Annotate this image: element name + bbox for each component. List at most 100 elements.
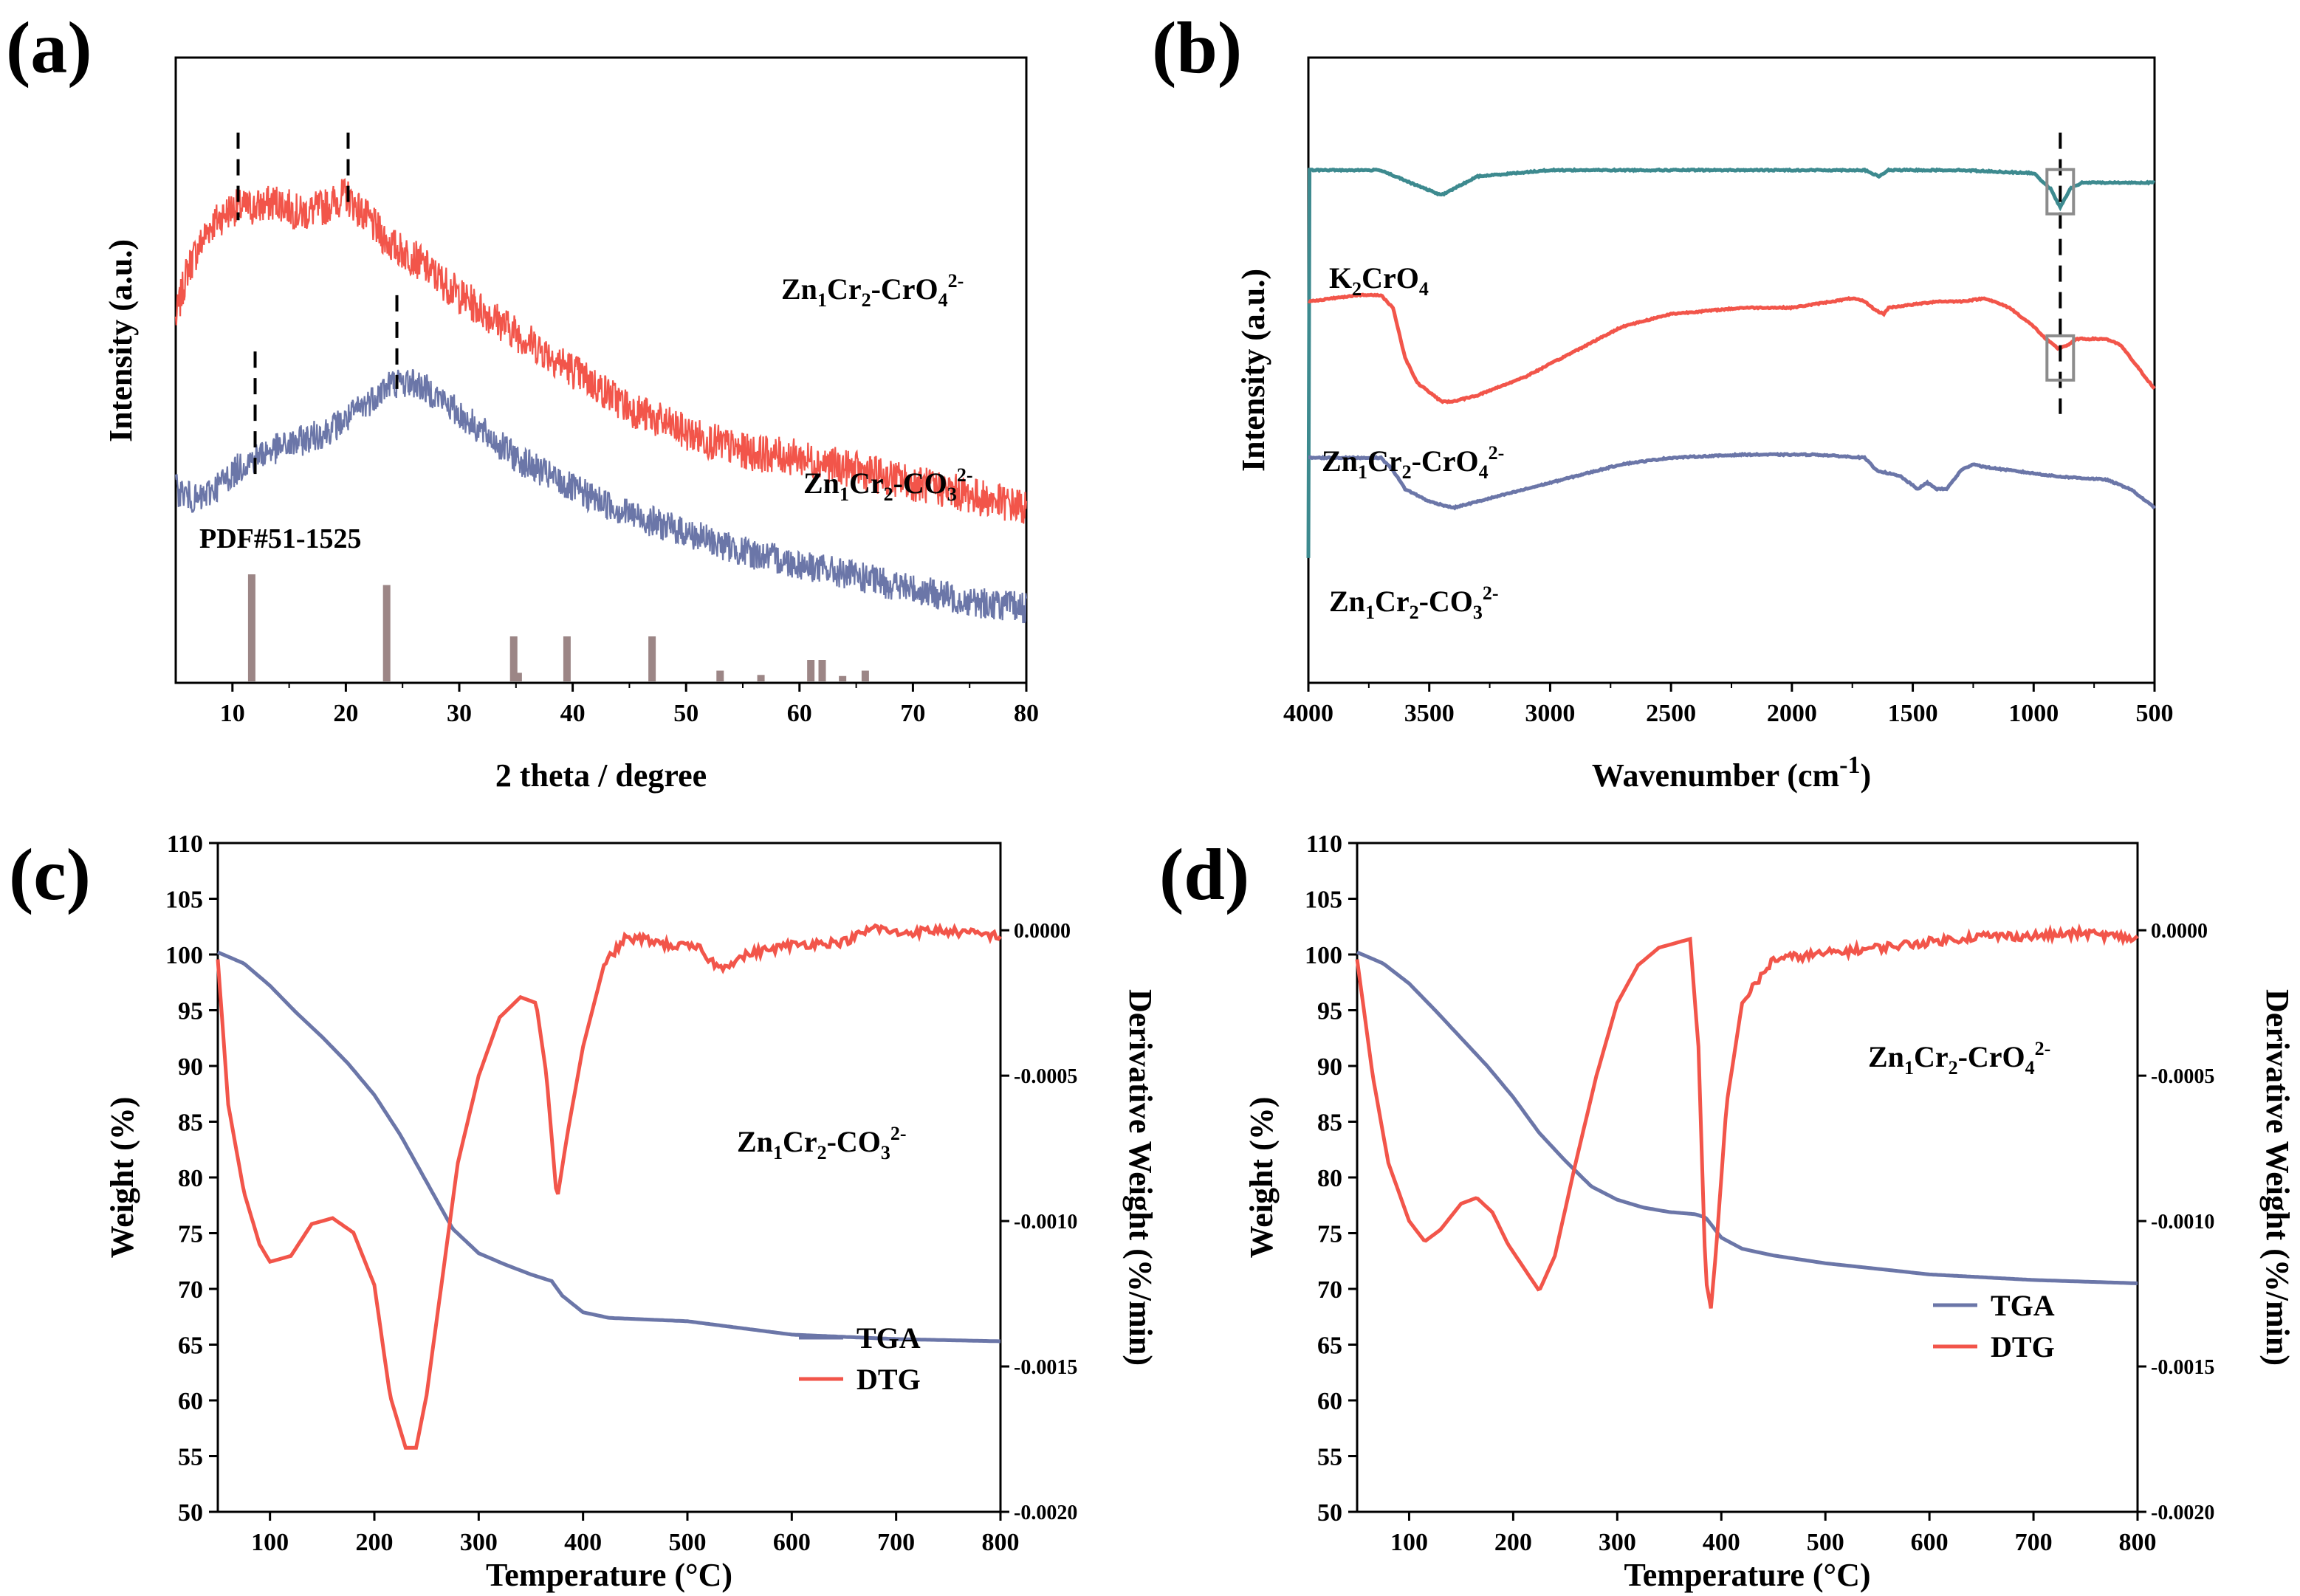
y2-tick-label-d: -0.0010 [2151, 1211, 2214, 1234]
y-tick-label-c: 110 [167, 830, 203, 858]
formula-part: 1 [773, 1142, 783, 1163]
series-label-b-cro4: Zn1Cr2-CrO42- [1322, 442, 1504, 483]
panel-label-b: (b) [1152, 7, 1242, 89]
formula-part: 2- [890, 1123, 907, 1144]
series-annotation-d: Zn1Cr2-CrO42- [1868, 1038, 2050, 1079]
x-tick-label-a: 30 [447, 700, 472, 727]
x-tick-label-b: 3500 [1404, 700, 1455, 727]
panel-label-c: (c) [9, 833, 91, 915]
formula-part: -CO [1419, 585, 1473, 618]
y-tick-label-d: 110 [1306, 830, 1342, 858]
series-label-a-co3: Zn1Cr2-CO32- [803, 464, 973, 505]
formula-part: 4 [1479, 461, 1489, 483]
y-tick-label-d: 85 [1317, 1110, 1342, 1137]
formula-part: 3 [947, 484, 957, 505]
x-tick-label-a: 50 [673, 700, 698, 727]
y2-tick-label-d: -0.0005 [2151, 1065, 2214, 1088]
x-tick-label-b: 1000 [2008, 700, 2059, 727]
x-tick-label-d: 700 [2015, 1529, 2053, 1556]
panel-c: (c) 100 200 300 400 500 600 700 800 50 55 60 65 70 75 8… [9, 830, 1158, 1593]
formula-part: CrO [1362, 261, 1419, 295]
y-tick-label-c: 55 [178, 1444, 203, 1471]
series-line-b-k2cro4 [1306, 167, 2156, 558]
x-tick-label-d: 600 [1911, 1529, 1949, 1556]
y-tick-label-c: 95 [178, 998, 203, 1025]
y2-tick-label-d: 0.0000 [2151, 920, 2208, 943]
x-axis-label-c: Temperature (°C) [486, 1557, 732, 1593]
y-tick-label-d: 105 [1305, 887, 1342, 914]
formula-part: Zn [1868, 1040, 1904, 1073]
reference-peak-bar [247, 574, 255, 681]
x-axis-label-b-main: Wavenumber (cm [1592, 757, 1839, 794]
reference-peak-bar [716, 670, 724, 681]
series-annotation-c: Zn1Cr2-CO32- [737, 1123, 907, 1163]
y-tick-label-c: 100 [165, 942, 203, 969]
panel-label-a: (a) [6, 7, 92, 89]
panel-d: (d) 100 200 300 400 500 600 700 800 50 55 60 65 70 75 8… [1159, 830, 2296, 1593]
x-tick-label-b: 2500 [1646, 700, 1696, 727]
formula-part: -CrO [1958, 1040, 2025, 1073]
y-tick-label-c: 85 [178, 1110, 203, 1137]
formula-part: K [1329, 261, 1352, 295]
reference-peak-bar [818, 660, 826, 681]
y-axis-label-a: Intensity (a.u.) [103, 239, 139, 442]
x-axis-label-b-sup: -1 [1839, 751, 1860, 779]
formula-part: 1 [1904, 1057, 1914, 1079]
reference-peak-bar [807, 660, 815, 681]
formula-part: 1 [840, 484, 849, 505]
y2-tick-label-d: -0.0015 [2151, 1356, 2214, 1379]
series-line-b-crO4 [1307, 292, 2156, 405]
series-line-c-tga [217, 950, 1001, 1344]
formula-part: Zn [781, 272, 817, 306]
formula-part: 4 [2025, 1057, 2035, 1079]
y2-tick-label-c: -0.0005 [1014, 1065, 1077, 1088]
reference-peak-bar [861, 670, 869, 681]
formula-part: Cr [827, 272, 862, 306]
x-tick-label-c: 700 [877, 1529, 915, 1556]
x-tick-label-d: 500 [1807, 1529, 1844, 1556]
series-line-b-co3 [1308, 451, 2156, 511]
y-tick-label-d: 50 [1317, 1499, 1342, 1527]
panel-a: (a) 10 20 30 40 50 60 70 80 2 theta / degree Inten… [6, 7, 1039, 794]
y-tick-label-d: 65 [1317, 1332, 1342, 1360]
y-tick-label-c: 60 [178, 1388, 203, 1415]
y-tick-label-d: 70 [1317, 1276, 1342, 1304]
formula-part: 2 [1402, 461, 1412, 483]
x-axis-label-b-end: ) [1860, 757, 1871, 794]
reference-peak-bar [757, 675, 765, 681]
x-tick-label-d: 200 [1494, 1529, 1532, 1556]
series-line-a-crO4 [174, 178, 1028, 524]
x-tick-label-b: 4000 [1283, 700, 1333, 727]
y-tick-label-d: 60 [1317, 1388, 1342, 1415]
x-axis-label-d: Temperature (°C) [1624, 1557, 1870, 1593]
formula-part: 2 [817, 1142, 827, 1163]
formula-part: Cr [1367, 444, 1402, 478]
x-tick-label-b: 3000 [1525, 700, 1575, 727]
series-label-a-crO4: Zn1Cr2-CrO42- [781, 270, 964, 311]
y-tick-label-c: 65 [178, 1332, 203, 1360]
formula-part: 3 [881, 1142, 890, 1163]
formula-part: Cr [849, 467, 884, 500]
y-axis-label-c: Weight (%) [104, 1097, 140, 1259]
y-tick-label-d: 95 [1317, 998, 1342, 1025]
x-tick-label-b: 500 [2136, 700, 2174, 727]
peak-box-b-k2cro4 [2045, 168, 2076, 216]
formula-part: 1 [817, 289, 827, 311]
x-tick-label-a: 60 [787, 700, 812, 727]
x-tick-label-b: 2000 [1767, 700, 1817, 727]
y-tick-label-d: 90 [1317, 1053, 1342, 1081]
x-tick-label-a: 40 [560, 700, 586, 727]
y2-tick-label-c: 0.0000 [1014, 920, 1071, 943]
formula-part: Cr [783, 1125, 817, 1158]
formula-part: 2 [1949, 1057, 1958, 1079]
x-tick-label-b: 1500 [1888, 700, 1938, 727]
formula-part: Zn [803, 467, 840, 500]
legend-label-dtg-d: DTG [1991, 1330, 2055, 1363]
y-tick-label-c: 50 [178, 1499, 203, 1527]
plot-frame-d [1356, 842, 2139, 1513]
x-tick-label-d: 800 [2119, 1529, 2157, 1556]
y-tick-label-c: 105 [165, 887, 203, 914]
x-tick-label-c: 400 [564, 1529, 602, 1556]
x-tick-label-d: 400 [1703, 1529, 1740, 1556]
